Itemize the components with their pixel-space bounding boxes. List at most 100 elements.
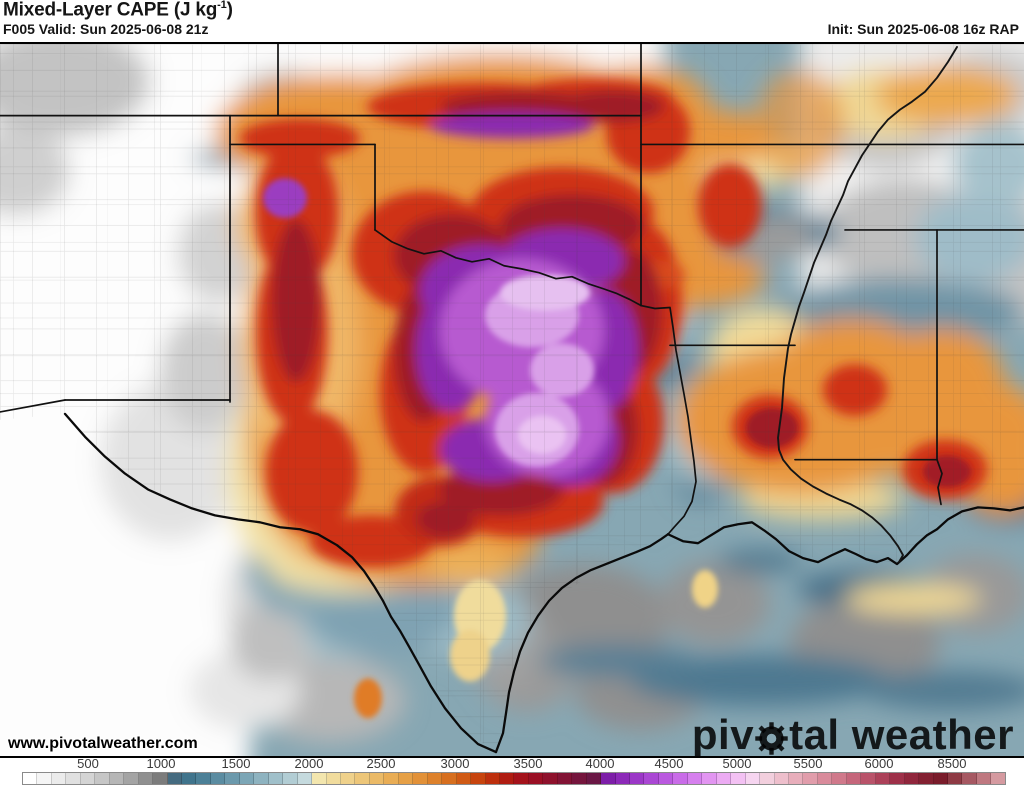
colorbar-cell	[340, 773, 356, 784]
legend-tick-label: 4500	[654, 756, 684, 771]
title-close: )	[226, 0, 233, 21]
colorbar-cell	[23, 773, 38, 784]
page-title: Mixed-Layer CAPE (J kg-1)	[3, 0, 233, 21]
colorbar-cell	[601, 773, 616, 784]
colorbar-cell	[890, 773, 905, 784]
legend-ticks: 500 1000 1500 2000 2500 3000 3500 4000 4500 5000 5…	[0, 756, 1024, 772]
logo-text-right: tal weather	[789, 711, 1014, 758]
colorbar-cell	[514, 773, 529, 784]
colorbar-cell	[933, 773, 948, 784]
colorbar-cell	[499, 773, 515, 784]
colorbar-cell	[817, 773, 833, 784]
colorbar-cell	[66, 773, 81, 784]
colorbar-cell	[976, 773, 992, 784]
colorbar-cell	[427, 773, 443, 784]
legend-tick-label: 3500	[513, 756, 543, 771]
legend-tick-label: 8500	[937, 756, 967, 771]
colorbar-cell	[413, 773, 428, 784]
legend-tick-label: 2000	[294, 756, 324, 771]
colorbar-cell	[312, 773, 327, 784]
gear-icon	[755, 721, 788, 755]
colorbar-cell	[875, 773, 891, 784]
colorbar-cell	[962, 773, 977, 784]
colorbar-cell	[369, 773, 385, 784]
colorbar-cell	[37, 773, 52, 784]
colorbar-cell	[991, 773, 1005, 784]
colorbar-cell	[355, 773, 370, 784]
colorbar-cell	[254, 773, 269, 784]
cape-color-scale: 500 1000 1500 2000 2500 3000 3500 4000 4500 5000 5…	[0, 756, 1024, 791]
colorbar-cell	[731, 773, 746, 784]
colorbar-cell	[658, 773, 674, 784]
colorbar-cell	[528, 773, 544, 784]
colorbar-cell	[225, 773, 240, 784]
title-text: Mixed-Layer CAPE (J kg	[3, 0, 218, 21]
colorbar-cell	[774, 773, 790, 784]
legend-tick-label: 5500	[793, 756, 823, 771]
colorbar-cell	[644, 773, 659, 784]
colorbar-cell	[297, 773, 313, 784]
colorbar-cell	[210, 773, 226, 784]
colorbar-cell	[80, 773, 96, 784]
mississippi-river	[777, 46, 958, 564]
cape-map: www.pivotalweather.com piv tal weather	[0, 42, 1024, 758]
colorbar-cell	[138, 773, 154, 784]
colorbar-cell	[803, 773, 818, 784]
valid-time-label: F005 Valid: Sun 2025-06-08 21z	[3, 21, 209, 37]
colorbar-cell	[904, 773, 920, 784]
colorbar-cell	[760, 773, 775, 784]
pivotal-weather-logo: piv tal weather	[692, 714, 1014, 756]
legend-tick-label: 1000	[146, 756, 176, 771]
colorbar-cell	[702, 773, 717, 784]
legend-tick-label: 2500	[366, 756, 396, 771]
colorbar-cell	[181, 773, 197, 784]
colorbar-cell	[586, 773, 602, 784]
colorbar-cell	[630, 773, 645, 784]
legend-tick-label: 1500	[221, 756, 251, 771]
colorbar-cell	[196, 773, 211, 784]
colorbar-cell	[572, 773, 587, 784]
state-borders	[0, 44, 1024, 536]
colorbar-cell	[846, 773, 862, 784]
header: Mixed-Layer CAPE (J kg-1) F005 Valid: Su…	[0, 0, 1024, 42]
colorbar-cell	[919, 773, 934, 784]
colorbar-cell	[167, 773, 182, 784]
cape-field-image	[0, 44, 1024, 756]
colorbar-cell	[745, 773, 761, 784]
colorbar-cell	[948, 773, 963, 784]
logo-text-left: piv	[691, 711, 755, 758]
colorbar	[22, 772, 1006, 785]
colorbar-cell	[268, 773, 284, 784]
colorbar-cell	[687, 773, 703, 784]
colorbar-cell	[384, 773, 399, 784]
colorbar-cell	[789, 773, 804, 784]
colorbar-cell	[557, 773, 573, 784]
colorbar-cell	[471, 773, 486, 784]
colorbar-cell	[95, 773, 110, 784]
colorbar-cell	[153, 773, 168, 784]
colorbar-cell	[442, 773, 457, 784]
title-superscript: -1	[217, 0, 227, 11]
legend-tick-label: 3000	[440, 756, 470, 771]
colorbar-cell	[398, 773, 414, 784]
colorbar-cell	[673, 773, 688, 784]
colorbar-cell	[124, 773, 139, 784]
colorbar-cell	[326, 773, 341, 784]
colorbar-cell	[861, 773, 876, 784]
colorbar-cell	[832, 773, 847, 784]
watermark-url: www.pivotalweather.com	[8, 735, 198, 752]
colorbar-cell	[456, 773, 472, 784]
colorbar-cell	[109, 773, 125, 784]
colorbar-cell	[615, 773, 631, 784]
legend-tick-label: 6000	[864, 756, 894, 771]
coastlines	[63, 412, 1024, 754]
colorbar-cell	[51, 773, 67, 784]
colorbar-cell	[239, 773, 255, 784]
colorbar-cell	[543, 773, 558, 784]
init-time-label: Init: Sun 2025-06-08 16z RAP	[827, 21, 1019, 37]
colorbar-cell	[485, 773, 500, 784]
legend-tick-label: 5000	[722, 756, 752, 771]
legend-tick-label: 4000	[585, 756, 615, 771]
legend-tick-label: 500	[77, 756, 99, 771]
